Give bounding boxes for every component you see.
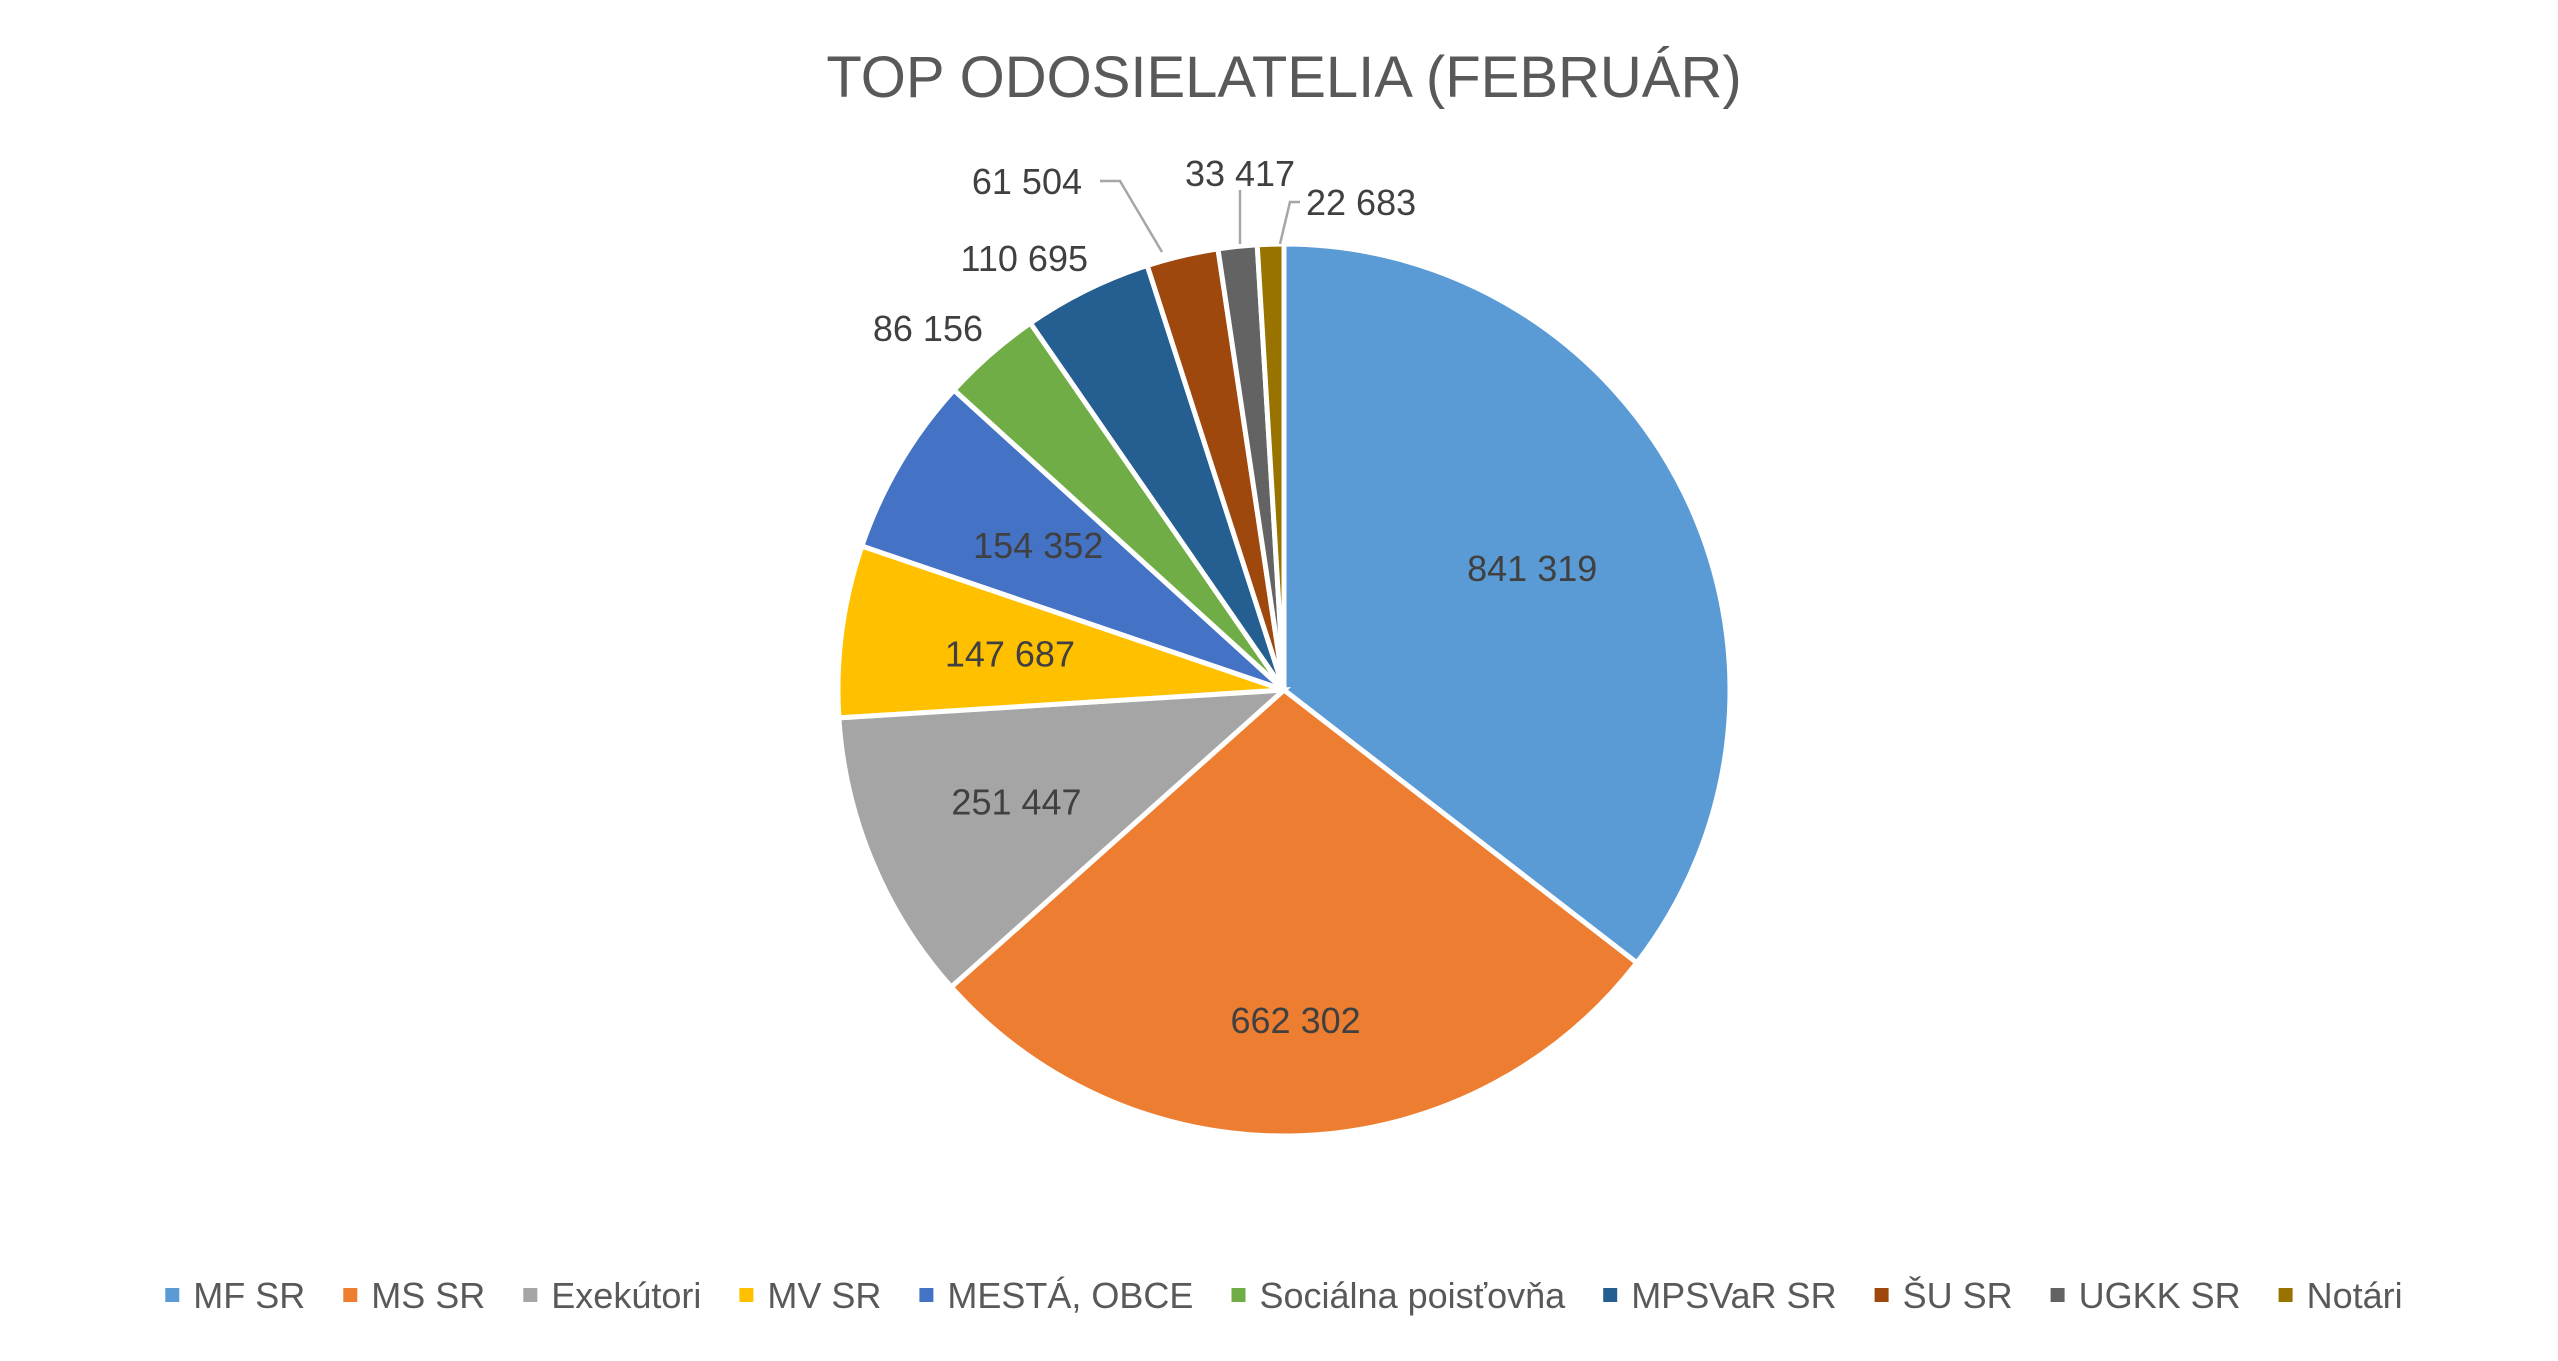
legend-label: MESTÁ, OBCE (947, 1275, 1193, 1316)
legend-swatch (2050, 1288, 2065, 1302)
legend-swatch (2278, 1288, 2293, 1302)
legend-label: ŠU SR (1903, 1275, 2013, 1316)
legend-item: MF SR (165, 1275, 305, 1316)
legend-item: MESTÁ, OBCE (919, 1275, 1193, 1316)
legend-label: MV SR (767, 1275, 881, 1316)
data-label: 251 447 (951, 782, 1081, 823)
legend-swatch (523, 1288, 538, 1302)
legend-label: Notári (2307, 1275, 2403, 1316)
legend-swatch (1874, 1288, 1889, 1302)
pie-slice (947, 686, 1641, 1139)
data-label: 61 504 (972, 161, 1082, 202)
legend-item: Notári (2278, 1275, 2403, 1316)
pie-slice (836, 687, 1292, 991)
legend-item: UGKK SR (2050, 1275, 2241, 1316)
data-labels: 841 319 662 302 251 447 147 687 154 352 86 15… (873, 153, 1597, 1041)
legend-label: MPSVaR SR (1631, 1275, 1836, 1316)
legend-item: MS SR (343, 1275, 485, 1316)
legend-label: MF SR (193, 1275, 305, 1316)
legend-item: ŠU SR (1874, 1275, 2013, 1316)
data-label: 662 302 (1231, 1000, 1361, 1041)
pie-slice (835, 542, 1285, 721)
legend-item: MPSVaR SR (1603, 1275, 1837, 1316)
chart-title: TOP ODOSIELATELIA (FEBRUÁR) (826, 45, 1741, 110)
legend-swatch (739, 1288, 754, 1302)
data-label: 22 683 (1306, 182, 1416, 223)
legend-swatch (1231, 1288, 1246, 1302)
pie-slice (858, 386, 1286, 693)
legend-label: UGKK SR (2079, 1275, 2241, 1316)
data-label: 147 687 (945, 633, 1075, 674)
legend-swatch (343, 1288, 358, 1302)
legend-item: MV SR (739, 1275, 881, 1316)
leader-lines (1100, 179, 1300, 253)
pie-slice (1254, 241, 1287, 691)
data-label: 86 156 (873, 308, 983, 349)
legend-swatch (1603, 1288, 1618, 1302)
pie-slice (1281, 241, 1733, 967)
legend-label: Sociálna poisťovňa (1260, 1275, 1567, 1316)
legend-swatch (165, 1288, 180, 1302)
leader-line (1278, 200, 1300, 245)
legend-swatch (919, 1288, 934, 1302)
legend-item: Sociálna poisťovňa (1231, 1275, 1567, 1316)
data-label: 841 319 (1467, 548, 1597, 589)
legend-label: MS SR (371, 1275, 485, 1316)
data-label: 33 417 (1185, 153, 1295, 194)
legend-label: Exekútori (551, 1275, 701, 1316)
data-label: 154 352 (973, 525, 1103, 566)
legend: MF SR MS SR Exekútori MV SR MESTÁ, OBCE Sociá… (165, 1275, 2403, 1316)
data-label: 110 695 (961, 238, 1088, 279)
legend-item: Exekútori (523, 1275, 701, 1316)
leader-line (1100, 179, 1164, 253)
pie-slices (835, 241, 1733, 1139)
